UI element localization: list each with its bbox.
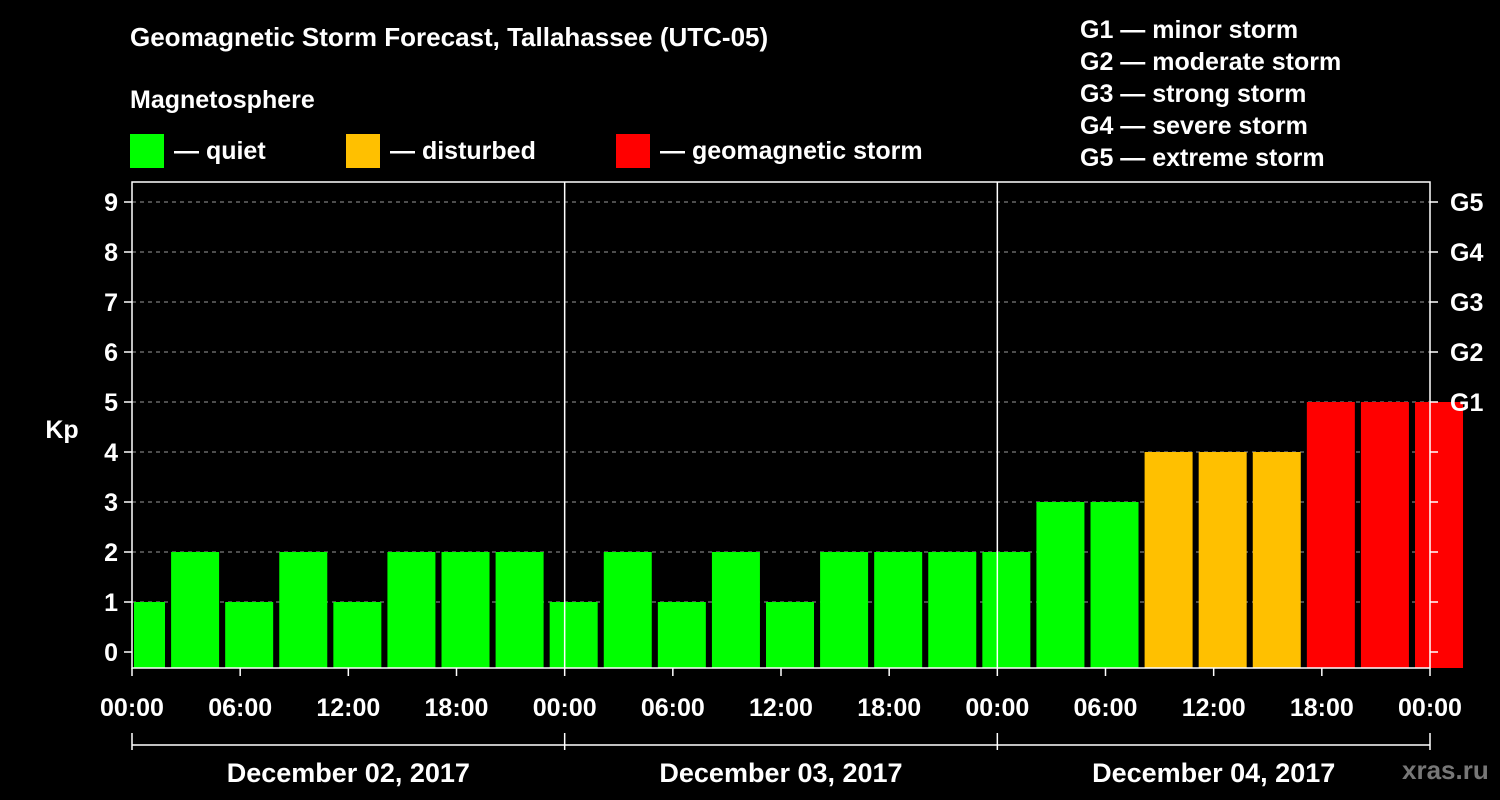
x-tick-label: 00:00 <box>100 694 164 722</box>
y-tick-label: 2 <box>104 539 118 567</box>
legend-subtitle: Magnetosphere <box>130 86 315 114</box>
x-tick-label: 18:00 <box>857 694 921 722</box>
kp-bar <box>549 602 598 668</box>
x-tick-label: 00:00 <box>533 694 597 722</box>
x-tick-label: 18:00 <box>425 694 489 722</box>
kp-bar <box>603 552 652 668</box>
kp-bar <box>171 552 220 668</box>
x-tick-label: 06:00 <box>641 694 705 722</box>
kp-bar <box>1360 402 1409 668</box>
kp-bar <box>1415 402 1464 668</box>
x-tick-label: 12:00 <box>316 694 380 722</box>
g3-description: G3 — strong storm <box>1080 80 1307 108</box>
day-label: December 03, 2017 <box>659 758 902 788</box>
chart-title: Geomagnetic Storm Forecast, Tallahassee … <box>130 22 769 52</box>
disturbed-swatch <box>346 134 380 168</box>
g5-description: G5 — extreme storm <box>1080 144 1325 172</box>
kp-bar <box>279 552 328 668</box>
y-tick-label: 7 <box>104 289 118 317</box>
quiet-swatch <box>130 134 164 168</box>
storm-swatch <box>616 134 650 168</box>
g1-description: G1 — minor storm <box>1080 16 1299 44</box>
y-axis-label: Kp <box>45 416 78 444</box>
y-tick-label: 0 <box>104 639 118 667</box>
kp-bar <box>1198 452 1247 668</box>
legend-storm-label: — geomagnetic storm <box>660 136 923 165</box>
kp-bar <box>711 552 760 668</box>
x-tick-label: 06:00 <box>1074 694 1138 722</box>
g-level-label: G4 <box>1450 239 1483 267</box>
legend-quiet: — quiet <box>130 134 266 168</box>
kp-bar <box>766 602 815 668</box>
y-tick-label: 9 <box>104 189 118 217</box>
y-tick-label: 5 <box>104 389 118 417</box>
kp-bar <box>1144 452 1193 668</box>
legend-disturbed: — disturbed <box>346 134 536 168</box>
kp-bar <box>225 602 274 668</box>
y-tick-label: 1 <box>104 589 118 617</box>
legend-storm: — geomagnetic storm <box>616 134 923 168</box>
legend-quiet-label: — quiet <box>174 136 266 165</box>
kp-bar <box>441 552 490 668</box>
kp-bar <box>928 552 977 668</box>
x-tick-label: 00:00 <box>965 694 1029 722</box>
kp-bar <box>1306 402 1355 668</box>
kp-bar <box>1252 452 1301 668</box>
kp-bar <box>333 602 382 668</box>
x-tick-label: 06:00 <box>208 694 272 722</box>
kp-bar <box>495 552 544 668</box>
x-tick-label: 12:00 <box>749 694 813 722</box>
y-tick-label: 3 <box>104 489 118 517</box>
kp-bar <box>982 552 1031 668</box>
kp-bar <box>820 552 869 668</box>
day-label: December 02, 2017 <box>227 758 470 788</box>
kp-bar <box>874 552 923 668</box>
g4-description: G4 — severe storm <box>1080 112 1308 140</box>
kp-bar <box>1036 502 1085 668</box>
kp-bar <box>1090 502 1139 668</box>
y-tick-label: 8 <box>104 239 118 267</box>
day-label: December 04, 2017 <box>1092 758 1335 788</box>
g-level-label: G3 <box>1450 289 1483 317</box>
g2-description: G2 — moderate storm <box>1080 48 1342 76</box>
y-tick-label: 4 <box>104 439 118 467</box>
kp-bar <box>387 552 436 668</box>
x-tick-label: 00:00 <box>1398 694 1462 722</box>
kp-bar <box>134 602 166 668</box>
y-tick-label: 6 <box>104 339 118 367</box>
x-tick-label: 18:00 <box>1290 694 1354 722</box>
g-scale-legend: G1 — minor storm G2 — moderate storm G3 … <box>1080 14 1341 174</box>
g-level-label: G1 <box>1450 389 1483 417</box>
g-level-label: G2 <box>1450 339 1483 367</box>
kp-bar <box>657 602 706 668</box>
x-tick-label: 12:00 <box>1182 694 1246 722</box>
legend-disturbed-label: — disturbed <box>390 136 536 165</box>
g-level-label: G5 <box>1450 189 1483 217</box>
watermark: xras.ru <box>1402 755 1489 785</box>
